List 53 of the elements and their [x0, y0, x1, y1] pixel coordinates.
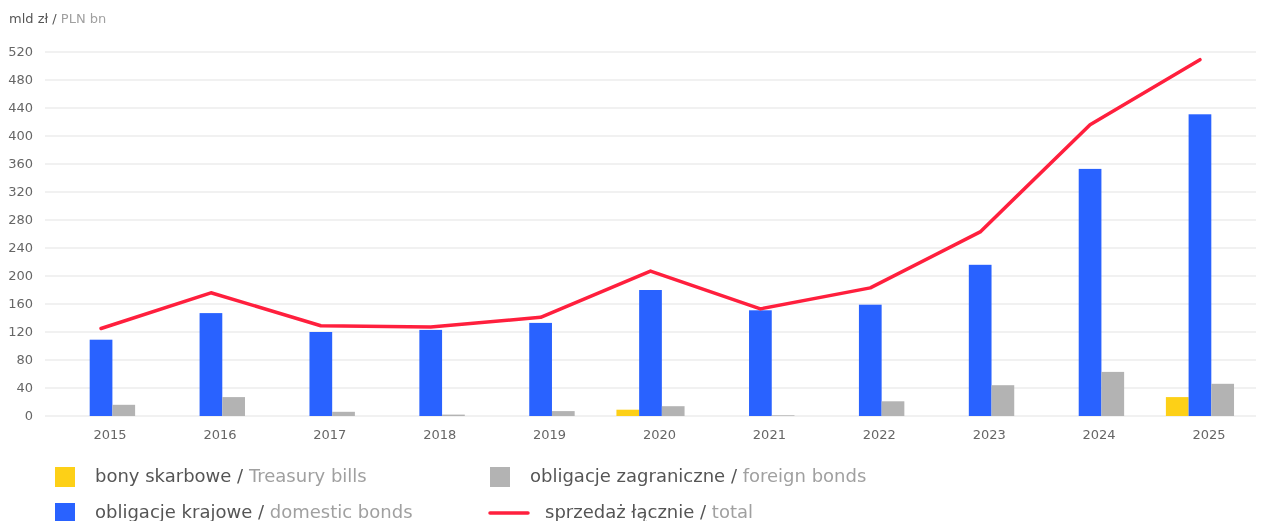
bar	[112, 404, 136, 416]
y-tick-label: 80	[16, 351, 33, 367]
y-tick-label: 480	[8, 71, 33, 87]
y-tick-label: 200	[8, 267, 33, 283]
y-tick-label: 240	[8, 239, 33, 255]
bar	[89, 339, 113, 416]
bar	[332, 411, 355, 416]
x-tick-label: 2024	[1082, 426, 1116, 442]
x-tick-label: 2015	[93, 426, 127, 442]
bar	[309, 332, 333, 416]
bar	[1188, 114, 1212, 416]
bar	[639, 290, 662, 416]
x-tick-label: 2025	[1192, 426, 1226, 442]
line-series	[99, 57, 1202, 331]
y-tick-label: 0	[24, 407, 33, 423]
bar	[551, 411, 575, 416]
legend-label: obligacje krajowe / domestic bonds	[95, 501, 413, 521]
bar	[616, 409, 640, 416]
bar	[1078, 168, 1102, 416]
bar	[222, 397, 245, 416]
legend-label: bony skarbowe / Treasury bills	[95, 465, 367, 486]
y-tick-label: 520	[8, 43, 33, 59]
y-tick-label: 400	[8, 127, 33, 143]
y-tick-label: 120	[8, 323, 33, 339]
x-tick-label: 2020	[642, 426, 677, 442]
bar	[1165, 397, 1189, 416]
y-tick-label: 320	[8, 183, 33, 199]
x-tick-label: 2021	[752, 426, 786, 442]
bar	[881, 401, 905, 416]
bar	[991, 385, 1015, 416]
bar	[419, 329, 443, 416]
y-tick-label: 160	[8, 295, 33, 311]
bar	[1101, 371, 1125, 416]
x-tick-label: 2019	[533, 426, 567, 442]
y-tick-label: 280	[8, 211, 33, 227]
y-tick-label: 360	[8, 155, 33, 171]
bar	[1211, 383, 1235, 416]
bar	[968, 264, 992, 416]
x-tick-label: 2017	[313, 426, 347, 442]
bar	[529, 322, 552, 416]
bar	[661, 406, 685, 416]
bar	[199, 313, 223, 416]
x-tick-label: 2018	[423, 426, 457, 442]
x-tick-label: 2022	[862, 426, 896, 442]
bar	[858, 304, 882, 416]
legend-label: sprzedaż łącznie / total	[545, 501, 754, 521]
x-tick-label: 2023	[972, 426, 1006, 442]
y-tick-label: 440	[8, 99, 33, 115]
legend-label: obligacje zagraniczne / foreign bonds	[530, 465, 867, 486]
y-axis-title: mld zł / PLN bn	[9, 10, 107, 26]
x-tick-label: 2016	[203, 426, 237, 442]
y-tick-label: 40	[16, 379, 33, 395]
bar	[749, 310, 772, 416]
